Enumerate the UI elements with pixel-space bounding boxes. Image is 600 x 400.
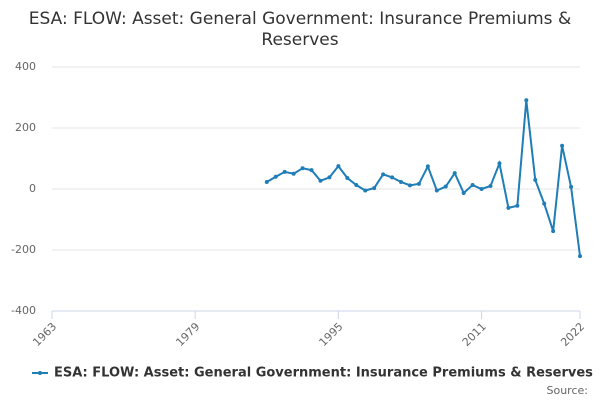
point bbox=[273, 174, 278, 179]
point bbox=[488, 183, 493, 188]
legend-label: ESA: FLOW: Asset: General Government: In… bbox=[54, 366, 593, 381]
point bbox=[390, 175, 395, 180]
point bbox=[416, 181, 421, 186]
point bbox=[560, 143, 565, 148]
y-tick-label: -400 bbox=[11, 304, 36, 317]
point bbox=[461, 190, 466, 195]
point bbox=[542, 201, 547, 206]
y-tick-label: 400 bbox=[15, 60, 36, 73]
point bbox=[381, 172, 386, 177]
point bbox=[399, 179, 404, 184]
legend-symbol bbox=[38, 371, 42, 375]
x-tick-label: 1979 bbox=[173, 320, 202, 349]
point bbox=[434, 188, 439, 193]
point bbox=[264, 179, 269, 184]
x-tick-label: 2022 bbox=[558, 320, 587, 349]
x-tick-label: 1963 bbox=[30, 320, 59, 349]
point bbox=[345, 176, 350, 181]
point bbox=[452, 171, 457, 176]
point bbox=[336, 164, 341, 169]
point bbox=[443, 184, 448, 189]
point bbox=[551, 229, 556, 234]
point bbox=[578, 254, 582, 259]
point bbox=[291, 171, 296, 176]
point bbox=[479, 187, 484, 191]
point bbox=[533, 177, 538, 182]
point bbox=[497, 161, 502, 166]
x-tick-label: 1995 bbox=[317, 320, 346, 349]
line bbox=[266, 100, 581, 257]
point bbox=[309, 168, 314, 173]
point bbox=[515, 203, 520, 208]
point bbox=[318, 178, 323, 183]
chart-title: Reserves bbox=[261, 30, 338, 50]
point bbox=[425, 164, 430, 169]
y-tick-label: 0 bbox=[29, 182, 36, 195]
point bbox=[372, 186, 377, 191]
source: Source: bbox=[547, 384, 589, 397]
point bbox=[470, 183, 475, 188]
y-tick-label: 200 bbox=[15, 121, 36, 134]
point bbox=[407, 183, 412, 188]
point bbox=[506, 205, 511, 210]
point bbox=[363, 188, 368, 193]
point bbox=[354, 183, 359, 188]
point bbox=[327, 175, 332, 180]
point bbox=[524, 98, 529, 103]
y-tick-label: -200 bbox=[11, 243, 36, 256]
chart-title: ESA: FLOW: Asset: General Government: In… bbox=[29, 9, 571, 29]
point bbox=[300, 166, 305, 171]
point bbox=[569, 184, 574, 189]
x-tick-label: 2011 bbox=[460, 320, 489, 349]
point bbox=[282, 169, 287, 174]
